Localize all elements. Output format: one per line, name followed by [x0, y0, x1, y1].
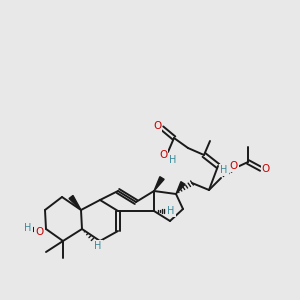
- Text: H: H: [167, 206, 175, 216]
- Text: O: O: [262, 164, 270, 174]
- Polygon shape: [154, 177, 164, 191]
- Polygon shape: [176, 182, 185, 194]
- Text: O: O: [35, 227, 43, 237]
- Text: H: H: [169, 155, 177, 165]
- Text: O: O: [153, 121, 161, 131]
- Text: O: O: [230, 161, 238, 171]
- Text: O: O: [159, 150, 167, 160]
- Polygon shape: [69, 196, 81, 210]
- Text: H: H: [94, 241, 102, 251]
- Text: H: H: [220, 165, 228, 175]
- Text: H: H: [24, 223, 32, 233]
